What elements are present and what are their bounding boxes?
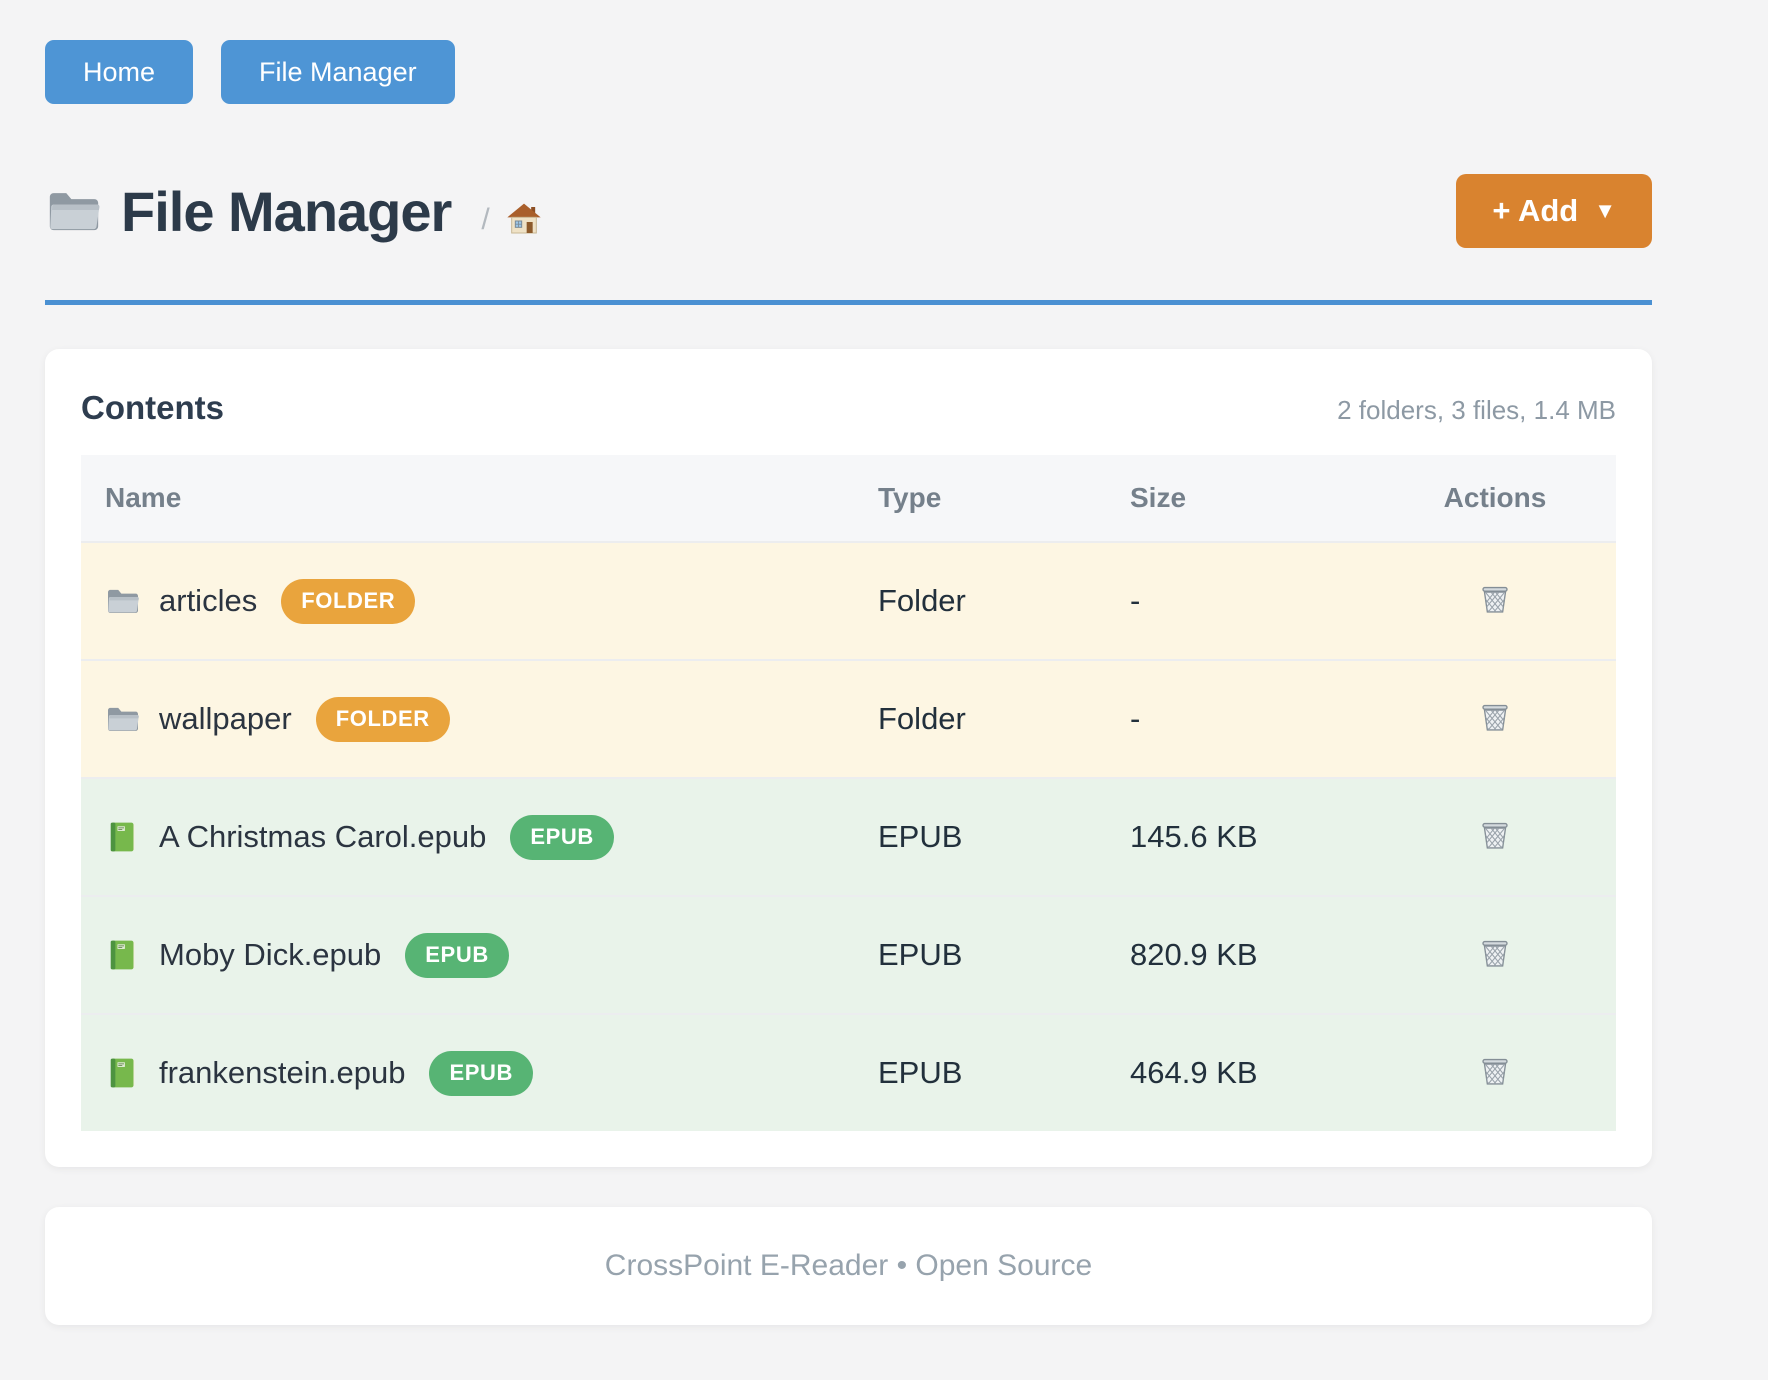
caret-down-icon: ▼: [1594, 198, 1616, 223]
type-badge: EPUB: [429, 1050, 533, 1096]
footer-text: CrossPoint E-Reader • Open Source: [604, 1249, 1093, 1282]
breadcrumb: /: [481, 200, 543, 240]
row-size: -: [1106, 659, 1374, 778]
row-type: EPUB: [854, 1013, 1106, 1131]
column-header-type: Type: [854, 455, 1106, 542]
type-badge: EPUB: [510, 814, 614, 860]
type-badge: EPUB: [405, 932, 509, 978]
file-manager-button[interactable]: File Manager: [221, 40, 455, 104]
file-name-link[interactable]: articles: [159, 583, 258, 618]
file-name-link[interactable]: frankenstein.epub: [159, 1055, 406, 1090]
row-type: Folder: [854, 541, 1106, 660]
row-type: EPUB: [854, 895, 1106, 1014]
trash-icon: [1477, 699, 1513, 735]
table-row: articles FOLDER Folder -: [81, 541, 1616, 660]
page-header: File Manager / + Add ▼: [45, 174, 1652, 248]
trash-icon: [1477, 817, 1513, 853]
breadcrumb-separator: /: [481, 203, 490, 236]
book-icon: [110, 1058, 135, 1088]
add-button-label: + Add: [1492, 193, 1579, 228]
folder-icon: [108, 589, 139, 613]
column-header-size: Size: [1106, 455, 1374, 542]
delete-button[interactable]: [1473, 1049, 1517, 1093]
row-type: Folder: [854, 659, 1106, 778]
table-header-row: Name Type Size Actions: [81, 455, 1616, 542]
trash-icon: [1477, 581, 1513, 617]
top-nav: Home File Manager: [45, 40, 1652, 104]
table-row: Moby Dick.epub EPUB EPUB 820.9 KB: [81, 895, 1616, 1014]
file-name-link[interactable]: wallpaper: [159, 701, 292, 736]
footer-card: CrossPoint E-Reader • Open Source: [45, 1207, 1652, 1325]
row-size: 145.6 KB: [1106, 777, 1374, 896]
table-row: A Christmas Carol.epub EPUB EPUB 145.6 K…: [81, 777, 1616, 896]
file-table-body: articles FOLDER Folder - wallpaper FOLDE…: [81, 541, 1616, 1131]
contents-card: Contents 2 folders, 3 files, 1.4 MB Name…: [45, 349, 1652, 1167]
page-title: File Manager: [121, 179, 452, 243]
delete-button[interactable]: [1473, 577, 1517, 621]
book-icon: [110, 822, 135, 852]
table-row: frankenstein.epub EPUB EPUB 464.9 KB: [81, 1013, 1616, 1131]
column-header-name: Name: [81, 455, 854, 542]
file-table: Name Type Size Actions articles FOLDER F…: [81, 455, 1616, 1131]
file-name-link[interactable]: A Christmas Carol.epub: [159, 819, 487, 854]
book-icon: [110, 940, 135, 970]
delete-button[interactable]: [1473, 931, 1517, 975]
trash-icon: [1477, 1053, 1513, 1089]
file-name-link[interactable]: Moby Dick.epub: [159, 937, 382, 972]
title-divider: [45, 300, 1652, 305]
delete-button[interactable]: [1473, 813, 1517, 857]
row-type: EPUB: [854, 777, 1106, 896]
add-button[interactable]: + Add ▼: [1456, 174, 1652, 248]
row-size: 464.9 KB: [1106, 1013, 1374, 1131]
delete-button[interactable]: [1473, 695, 1517, 739]
table-row: wallpaper FOLDER Folder -: [81, 659, 1616, 778]
column-header-actions: Actions: [1374, 455, 1616, 542]
contents-title: Contents: [81, 389, 224, 426]
type-badge: FOLDER: [315, 696, 450, 742]
trash-icon: [1477, 935, 1513, 971]
contents-summary: 2 folders, 3 files, 1.4 MB: [1337, 395, 1616, 425]
home-button[interactable]: Home: [45, 40, 194, 104]
row-size: -: [1106, 541, 1374, 660]
home-icon[interactable]: [504, 200, 544, 240]
folder-icon: [49, 193, 100, 231]
type-badge: FOLDER: [281, 578, 416, 624]
row-size: 820.9 KB: [1106, 895, 1374, 1014]
folder-icon: [108, 707, 139, 731]
